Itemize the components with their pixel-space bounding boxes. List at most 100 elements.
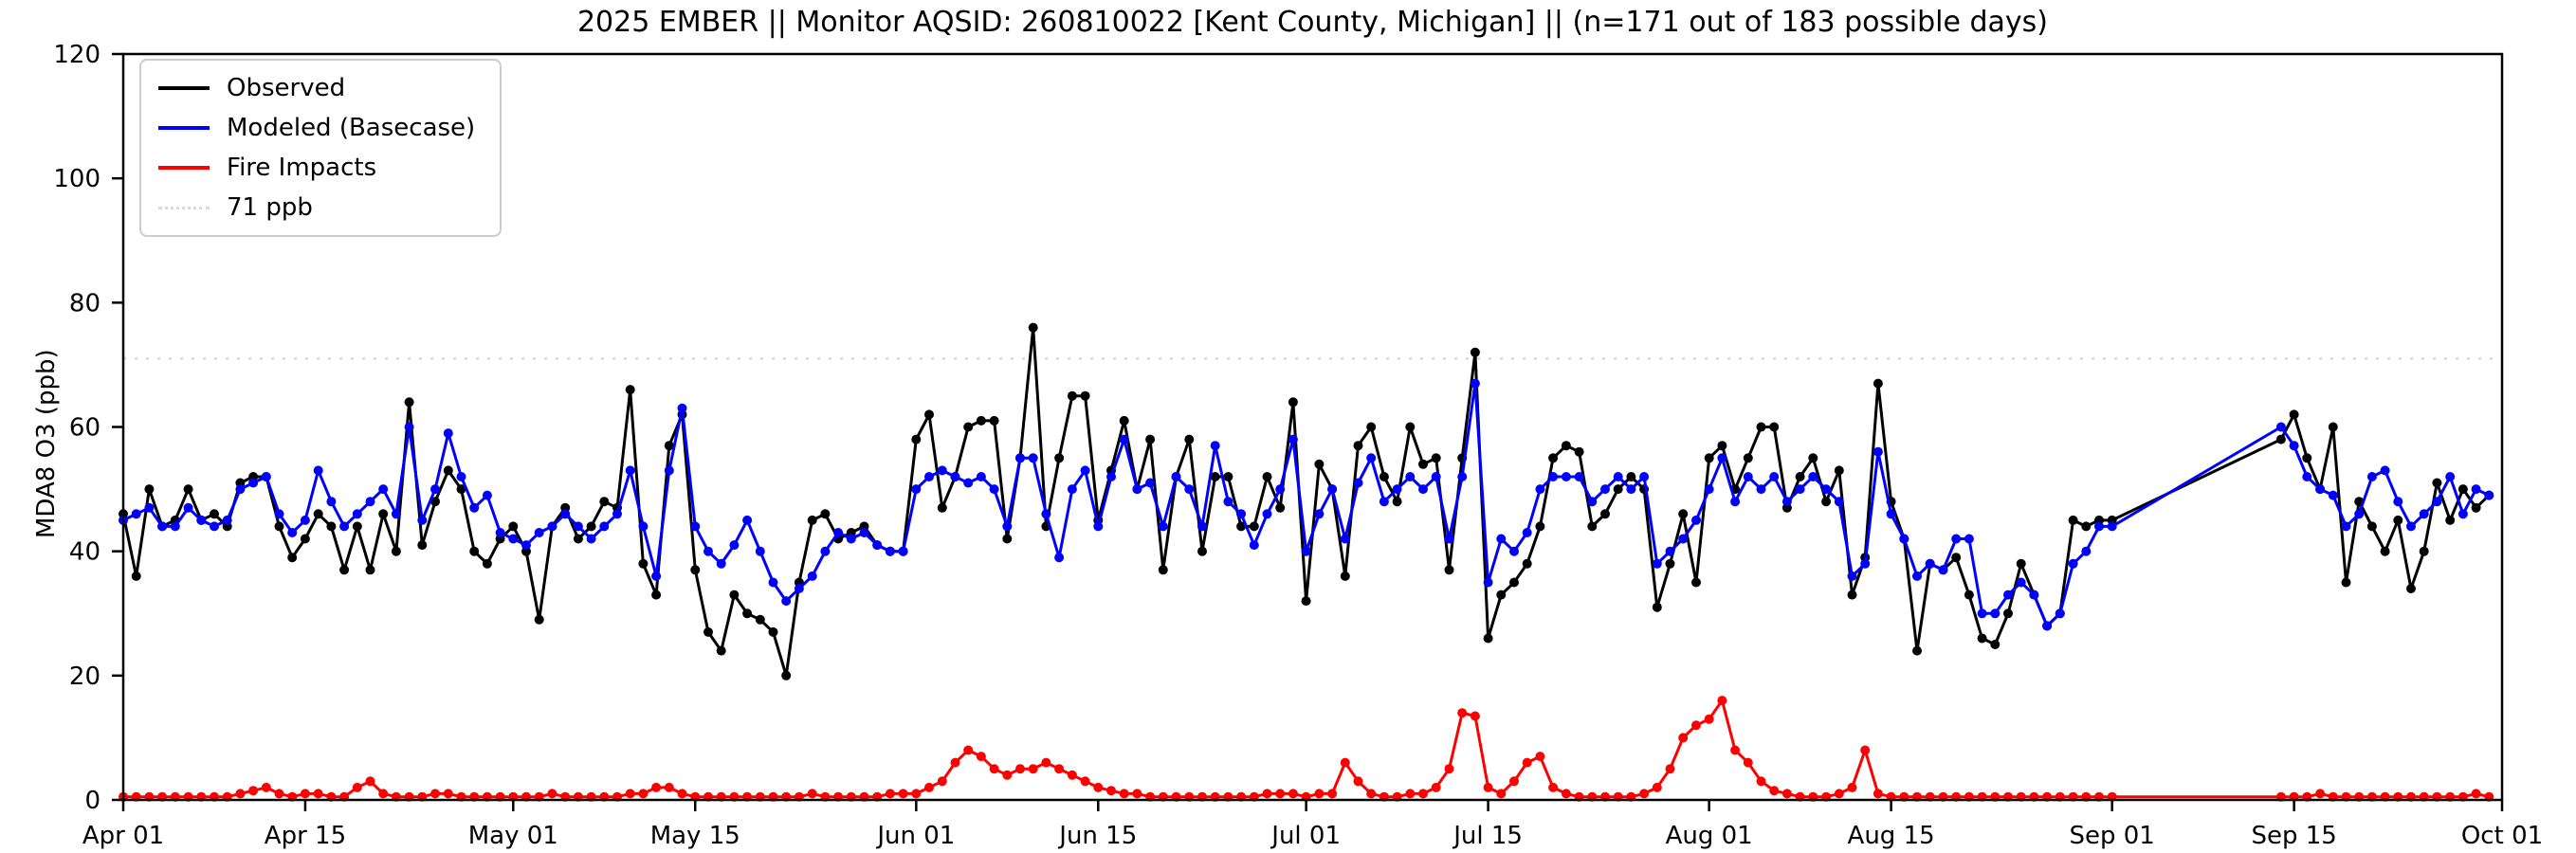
fire-marker [1054,764,1065,774]
fire-marker [1535,752,1545,762]
observed-marker [820,509,831,519]
observed-marker [807,515,817,525]
fire-marker [1106,786,1116,796]
observed-marker [2432,478,2442,488]
modeled-marker [1873,446,1883,457]
fire-marker [963,745,974,755]
observed-line [121,326,2491,678]
modeled-marker [2341,521,2351,532]
observed-marker [1626,472,1636,481]
modeled-marker [157,521,168,532]
modeled-line-swatch [158,126,210,130]
observed-marker [1522,558,1532,569]
observed-marker [508,521,519,532]
modeled-marker [287,528,298,537]
modeled-marker [1781,497,1792,507]
modeled-marker [2302,472,2312,481]
modeled-marker [1067,484,1077,495]
modeled-marker [300,515,310,525]
legend-item-modeled: Modeled (Basecase) [158,114,475,142]
fire-marker [235,789,246,799]
observed-marker [1847,590,1857,600]
y-tick-label: 100 [53,165,100,193]
observed-marker [2068,515,2078,525]
observed-marker [2328,422,2338,432]
modeled-marker [196,515,207,525]
modeled-marker [2275,422,2286,432]
observed-marker [976,415,986,426]
modeled-marker [352,509,362,519]
observed-marker [1236,521,1247,532]
observed-marker [1548,453,1559,463]
observed-marker [664,441,674,451]
modeled-marker [1171,472,1181,481]
modeled-marker [1132,484,1142,495]
legend-item-fire: Fire Impacts [158,154,475,182]
modeled-marker [1730,497,1741,507]
modeled-marker [365,497,375,507]
fire-marker [950,757,960,768]
modeled-marker [1028,453,1038,463]
observed-marker [300,534,310,544]
modeled-marker [2366,472,2377,481]
fire-marker [300,789,310,799]
modeled-marker [2471,484,2481,495]
modeled-marker [508,534,519,544]
modeled-marker [1015,453,1025,463]
modeled-marker [1093,521,1104,532]
fire-marker [2471,789,2481,799]
fire-marker [1067,770,1077,780]
fire-marker [1080,776,1090,787]
observed-marker [1912,645,1922,656]
fire-marker [807,789,817,799]
observed-marker [339,565,350,575]
modeled-marker [1353,478,1363,488]
modeled-marker [547,521,557,532]
modeled-marker [1301,546,1311,556]
modeled-marker [313,465,323,476]
observed-marker [1613,484,1623,495]
observed-marker [1678,509,1689,519]
observed-marker [1288,397,1298,408]
modeled-marker [937,465,947,476]
fire-marker [443,789,453,799]
modeled-marker [391,509,401,519]
modeled-marker [781,596,792,607]
modeled-marker [1184,484,1195,495]
modeled-marker [1899,534,1909,544]
observed-marker [963,422,974,432]
observed-marker [430,497,440,507]
observed-marker [404,397,414,408]
fire-marker [1561,789,1571,799]
modeled-marker [1470,378,1480,389]
observed-marker [352,521,362,532]
modeled-marker [2457,509,2468,519]
modeled-marker [210,521,219,532]
modeled-marker [1678,534,1689,544]
modeled-marker [1262,509,1272,519]
observed-marker [1756,422,1766,432]
fire-marker [1730,745,1741,755]
modeled-marker [703,546,713,556]
observed-marker [638,558,649,569]
modeled-marker [716,558,726,569]
fire-marker [937,776,947,787]
modeled-marker [560,509,571,519]
fire-marker [1509,776,1519,787]
fire-marker [1314,789,1325,799]
modeled-marker [1483,577,1493,588]
observed-marker [2457,484,2468,495]
observed-marker [2419,546,2429,556]
modeled-marker [859,528,869,537]
modeled-marker [1821,484,1832,495]
modeled-marker [2094,521,2104,532]
observed-marker [1028,322,1038,333]
modeled-marker [1275,484,1286,495]
observed-marker [1158,565,1168,575]
modeled-marker [1808,472,1818,481]
observed-marker [2445,515,2456,525]
modeled-marker [339,521,350,532]
observed-marker [365,565,375,575]
fire-marker [638,789,649,799]
observed-marker [2366,521,2377,532]
